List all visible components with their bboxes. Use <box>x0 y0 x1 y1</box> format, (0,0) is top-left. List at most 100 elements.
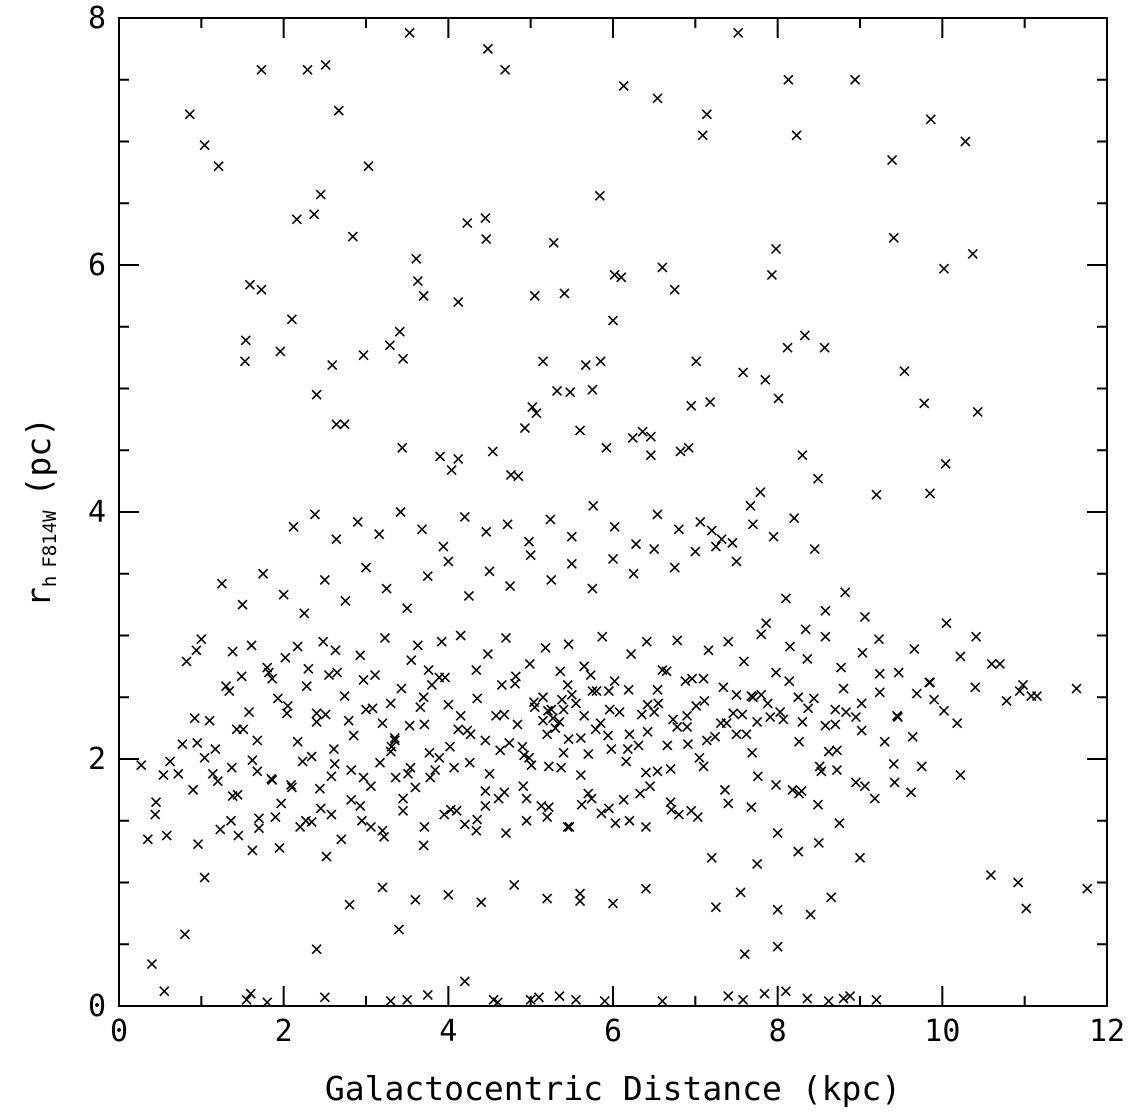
data-point <box>564 821 575 832</box>
data-point <box>563 639 574 650</box>
data-point <box>699 695 710 707</box>
data-point <box>311 716 322 728</box>
data-point <box>377 825 388 836</box>
data-point <box>909 644 920 655</box>
data-point <box>321 851 332 862</box>
data-point <box>645 450 656 461</box>
data-point <box>762 698 773 709</box>
data-point <box>404 720 415 731</box>
data-point <box>760 374 771 385</box>
data-point <box>576 799 587 810</box>
data-point <box>315 803 326 814</box>
data-point <box>691 356 702 367</box>
data-point <box>415 702 426 713</box>
data-point <box>723 636 734 647</box>
data-point <box>826 892 837 903</box>
data-point <box>1017 679 1029 690</box>
data-point <box>196 634 207 645</box>
data-point <box>418 290 429 301</box>
data-point <box>669 284 680 295</box>
data-point <box>521 815 532 826</box>
data-point <box>784 641 796 652</box>
data-point <box>752 858 763 870</box>
data-point <box>199 140 210 151</box>
data-point <box>1021 903 1032 914</box>
data-point <box>192 839 204 850</box>
data-point <box>523 752 535 763</box>
data-point <box>423 665 434 676</box>
data-point <box>627 432 638 443</box>
data-point <box>509 879 520 891</box>
data-point <box>789 513 800 524</box>
data-point <box>231 724 242 735</box>
data-point <box>755 487 766 498</box>
data-point <box>616 272 627 283</box>
data-point <box>916 761 927 772</box>
data-point <box>426 679 437 690</box>
data-point <box>874 668 885 679</box>
data-point <box>422 989 433 1000</box>
data-point <box>587 384 598 395</box>
x-tick-label: 12 <box>1089 1014 1125 1049</box>
data-point <box>701 109 712 120</box>
data-point <box>766 269 777 280</box>
data-point <box>484 566 495 577</box>
data-point <box>505 581 516 592</box>
data-point <box>247 755 258 766</box>
data-point <box>543 761 554 772</box>
data-point <box>480 786 491 797</box>
data-point <box>682 710 693 721</box>
data-point <box>586 793 597 804</box>
data-point <box>537 356 549 367</box>
data-point <box>686 673 698 684</box>
data-point <box>384 340 395 351</box>
data-point <box>657 995 668 1007</box>
data-point <box>319 574 330 585</box>
data-point <box>390 772 401 783</box>
data-point <box>352 516 363 527</box>
data-point <box>529 290 540 301</box>
data-point <box>299 608 310 619</box>
data-point <box>701 735 712 746</box>
data-point <box>424 747 435 758</box>
data-point <box>899 366 910 377</box>
data-point <box>536 800 547 811</box>
data-point <box>227 646 238 657</box>
y-tick-label: 0 <box>88 989 106 1024</box>
data-point <box>537 692 549 703</box>
data-point <box>358 350 369 361</box>
data-point <box>343 715 354 726</box>
data-point <box>555 666 566 677</box>
y-tick-label: 2 <box>88 742 106 777</box>
data-point <box>292 641 303 652</box>
data-point <box>683 442 694 453</box>
data-point <box>747 692 759 703</box>
data-point <box>226 762 237 773</box>
data-point <box>595 356 606 367</box>
data-point <box>772 904 783 915</box>
data-point <box>879 736 890 747</box>
data-point <box>500 828 512 839</box>
data-point <box>562 821 573 832</box>
data-point <box>379 632 391 644</box>
x-axis-label: Galactocentric Distance (kpc) <box>325 1069 901 1108</box>
data-point <box>358 772 369 783</box>
data-point <box>587 686 598 697</box>
data-point <box>210 744 221 755</box>
data-point <box>756 629 767 640</box>
data-point <box>800 624 811 635</box>
data-point <box>869 793 880 804</box>
data-point <box>563 734 574 745</box>
data-point <box>907 731 918 742</box>
data-point <box>782 342 793 353</box>
data-point <box>253 813 265 824</box>
data-point <box>471 825 482 836</box>
data-point <box>402 603 413 614</box>
data-point <box>694 752 705 763</box>
data-point <box>603 686 614 697</box>
data-point <box>323 669 335 681</box>
data-point <box>513 471 524 482</box>
data-point <box>315 189 326 200</box>
data-point <box>258 568 269 579</box>
